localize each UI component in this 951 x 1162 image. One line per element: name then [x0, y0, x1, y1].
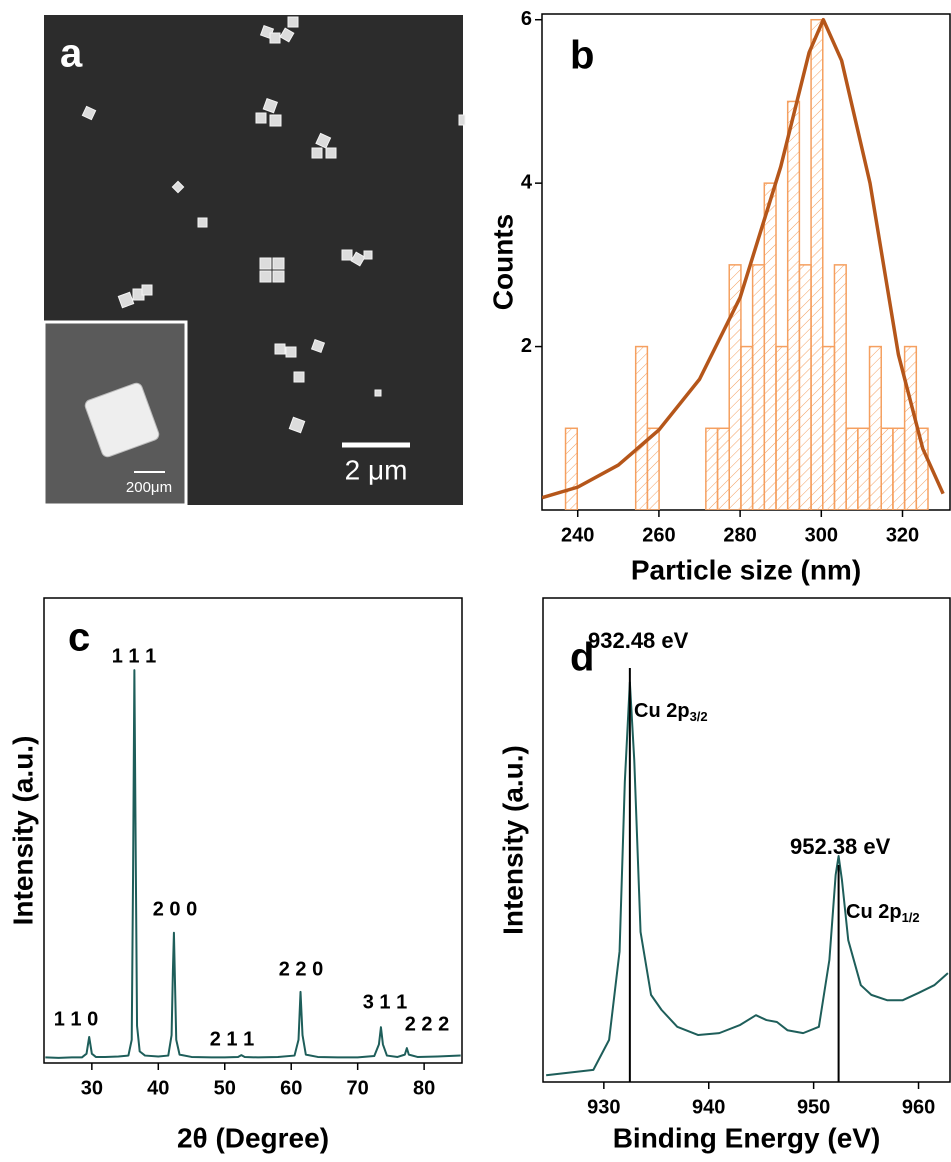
- histogram-bar: [833, 264, 847, 510]
- peak-label: 2 0 0: [153, 898, 197, 920]
- spectrum-line: [546, 681, 949, 1077]
- histogram-bar: [634, 345, 649, 510]
- x-tick-label: 260: [642, 524, 675, 546]
- peak-label: 2 2 0: [279, 958, 323, 980]
- plot-frame: [542, 597, 951, 1083]
- histogram-bar: [740, 345, 754, 510]
- plot-area: [546, 681, 949, 1077]
- x-axis-title: Binding Energy (eV): [613, 1122, 881, 1153]
- y-tick-label: 2: [521, 335, 532, 357]
- plot-area: [542, 17, 945, 510]
- histogram-bar: [810, 18, 824, 510]
- peak-name-main: Cu 2p: [634, 700, 690, 722]
- peak-label: 2 1 1: [210, 1028, 254, 1050]
- peak-label: 2 2 2: [405, 1013, 449, 1035]
- panel-label: a: [60, 32, 83, 76]
- y-axis-title: Intensity (a.u.): [7, 736, 38, 926]
- x-tick-label: 280: [723, 524, 756, 546]
- peak-energy-label: 952.38 eV: [790, 834, 891, 859]
- x-tick-label: 950: [797, 1096, 830, 1118]
- x-tick-label: 320: [886, 524, 919, 546]
- spectrum-line: [45, 669, 461, 1059]
- histogram-bar: [822, 345, 836, 510]
- histogram-bar: [915, 427, 929, 510]
- peak-name: Cu 2p1/2: [846, 901, 920, 925]
- y-tick-label: 6: [521, 8, 532, 30]
- histogram-bar: [892, 427, 906, 510]
- histogram-bar: [564, 427, 578, 510]
- histogram-bar: [763, 182, 777, 510]
- x-tick-label: 960: [902, 1096, 935, 1118]
- peak-name-main: Cu 2p: [846, 901, 902, 923]
- peak-label: 1 1 1: [112, 645, 156, 667]
- x-tick-label: 60: [280, 1077, 302, 1099]
- x-tick-label: 30: [81, 1077, 103, 1099]
- plot-area: [45, 669, 461, 1059]
- panel-label: d: [570, 636, 594, 680]
- peak-name-sub: 3/2: [690, 709, 708, 724]
- histogram-bar: [798, 264, 812, 510]
- histogram-bar: [751, 264, 766, 510]
- histogram-bar: [868, 345, 882, 510]
- y-axis-title: Counts: [487, 214, 518, 310]
- sem-image: [42, 15, 466, 507]
- histogram-bar: [845, 427, 859, 510]
- panel-label: b: [570, 34, 594, 78]
- x-axis-title: Particle size (nm): [631, 554, 861, 585]
- y-tick-label: 4: [521, 171, 533, 193]
- panel-label: c: [68, 616, 90, 660]
- peak-label: 3 1 1: [363, 991, 407, 1013]
- x-tick-label: 50: [214, 1077, 236, 1099]
- x-axis-title: 2θ (Degree): [177, 1122, 329, 1153]
- peak-label: 1 1 0: [54, 1008, 98, 1030]
- histogram-bar: [775, 345, 789, 510]
- scale-bar-label: 2 μm: [345, 454, 408, 485]
- inset-scale-bar-label: 200μm: [126, 479, 172, 496]
- histogram-bar: [786, 100, 801, 510]
- peak-name: Cu 2p3/2: [634, 700, 708, 724]
- peak-energy-label: 932.48 eV: [588, 628, 689, 653]
- histogram-bar: [646, 427, 660, 510]
- histogram-bar: [903, 345, 918, 510]
- y-axis-title: Intensity (a.u.): [497, 745, 528, 935]
- histogram-bar: [716, 427, 730, 510]
- x-tick-label: 240: [561, 524, 594, 546]
- histogram-bar: [857, 427, 871, 510]
- x-tick-label: 940: [692, 1096, 725, 1118]
- x-tick-label: 930: [587, 1096, 620, 1118]
- x-tick-label: 70: [347, 1077, 369, 1099]
- x-tick-label: 80: [413, 1077, 435, 1099]
- histogram-bar: [880, 427, 894, 510]
- histogram-bar: [705, 427, 719, 510]
- peak-name-sub: 1/2: [902, 910, 920, 925]
- plot-frame: [43, 597, 463, 1064]
- x-tick-label: 300: [805, 524, 838, 546]
- fit-curve: [542, 17, 945, 500]
- x-tick-label: 40: [147, 1077, 169, 1099]
